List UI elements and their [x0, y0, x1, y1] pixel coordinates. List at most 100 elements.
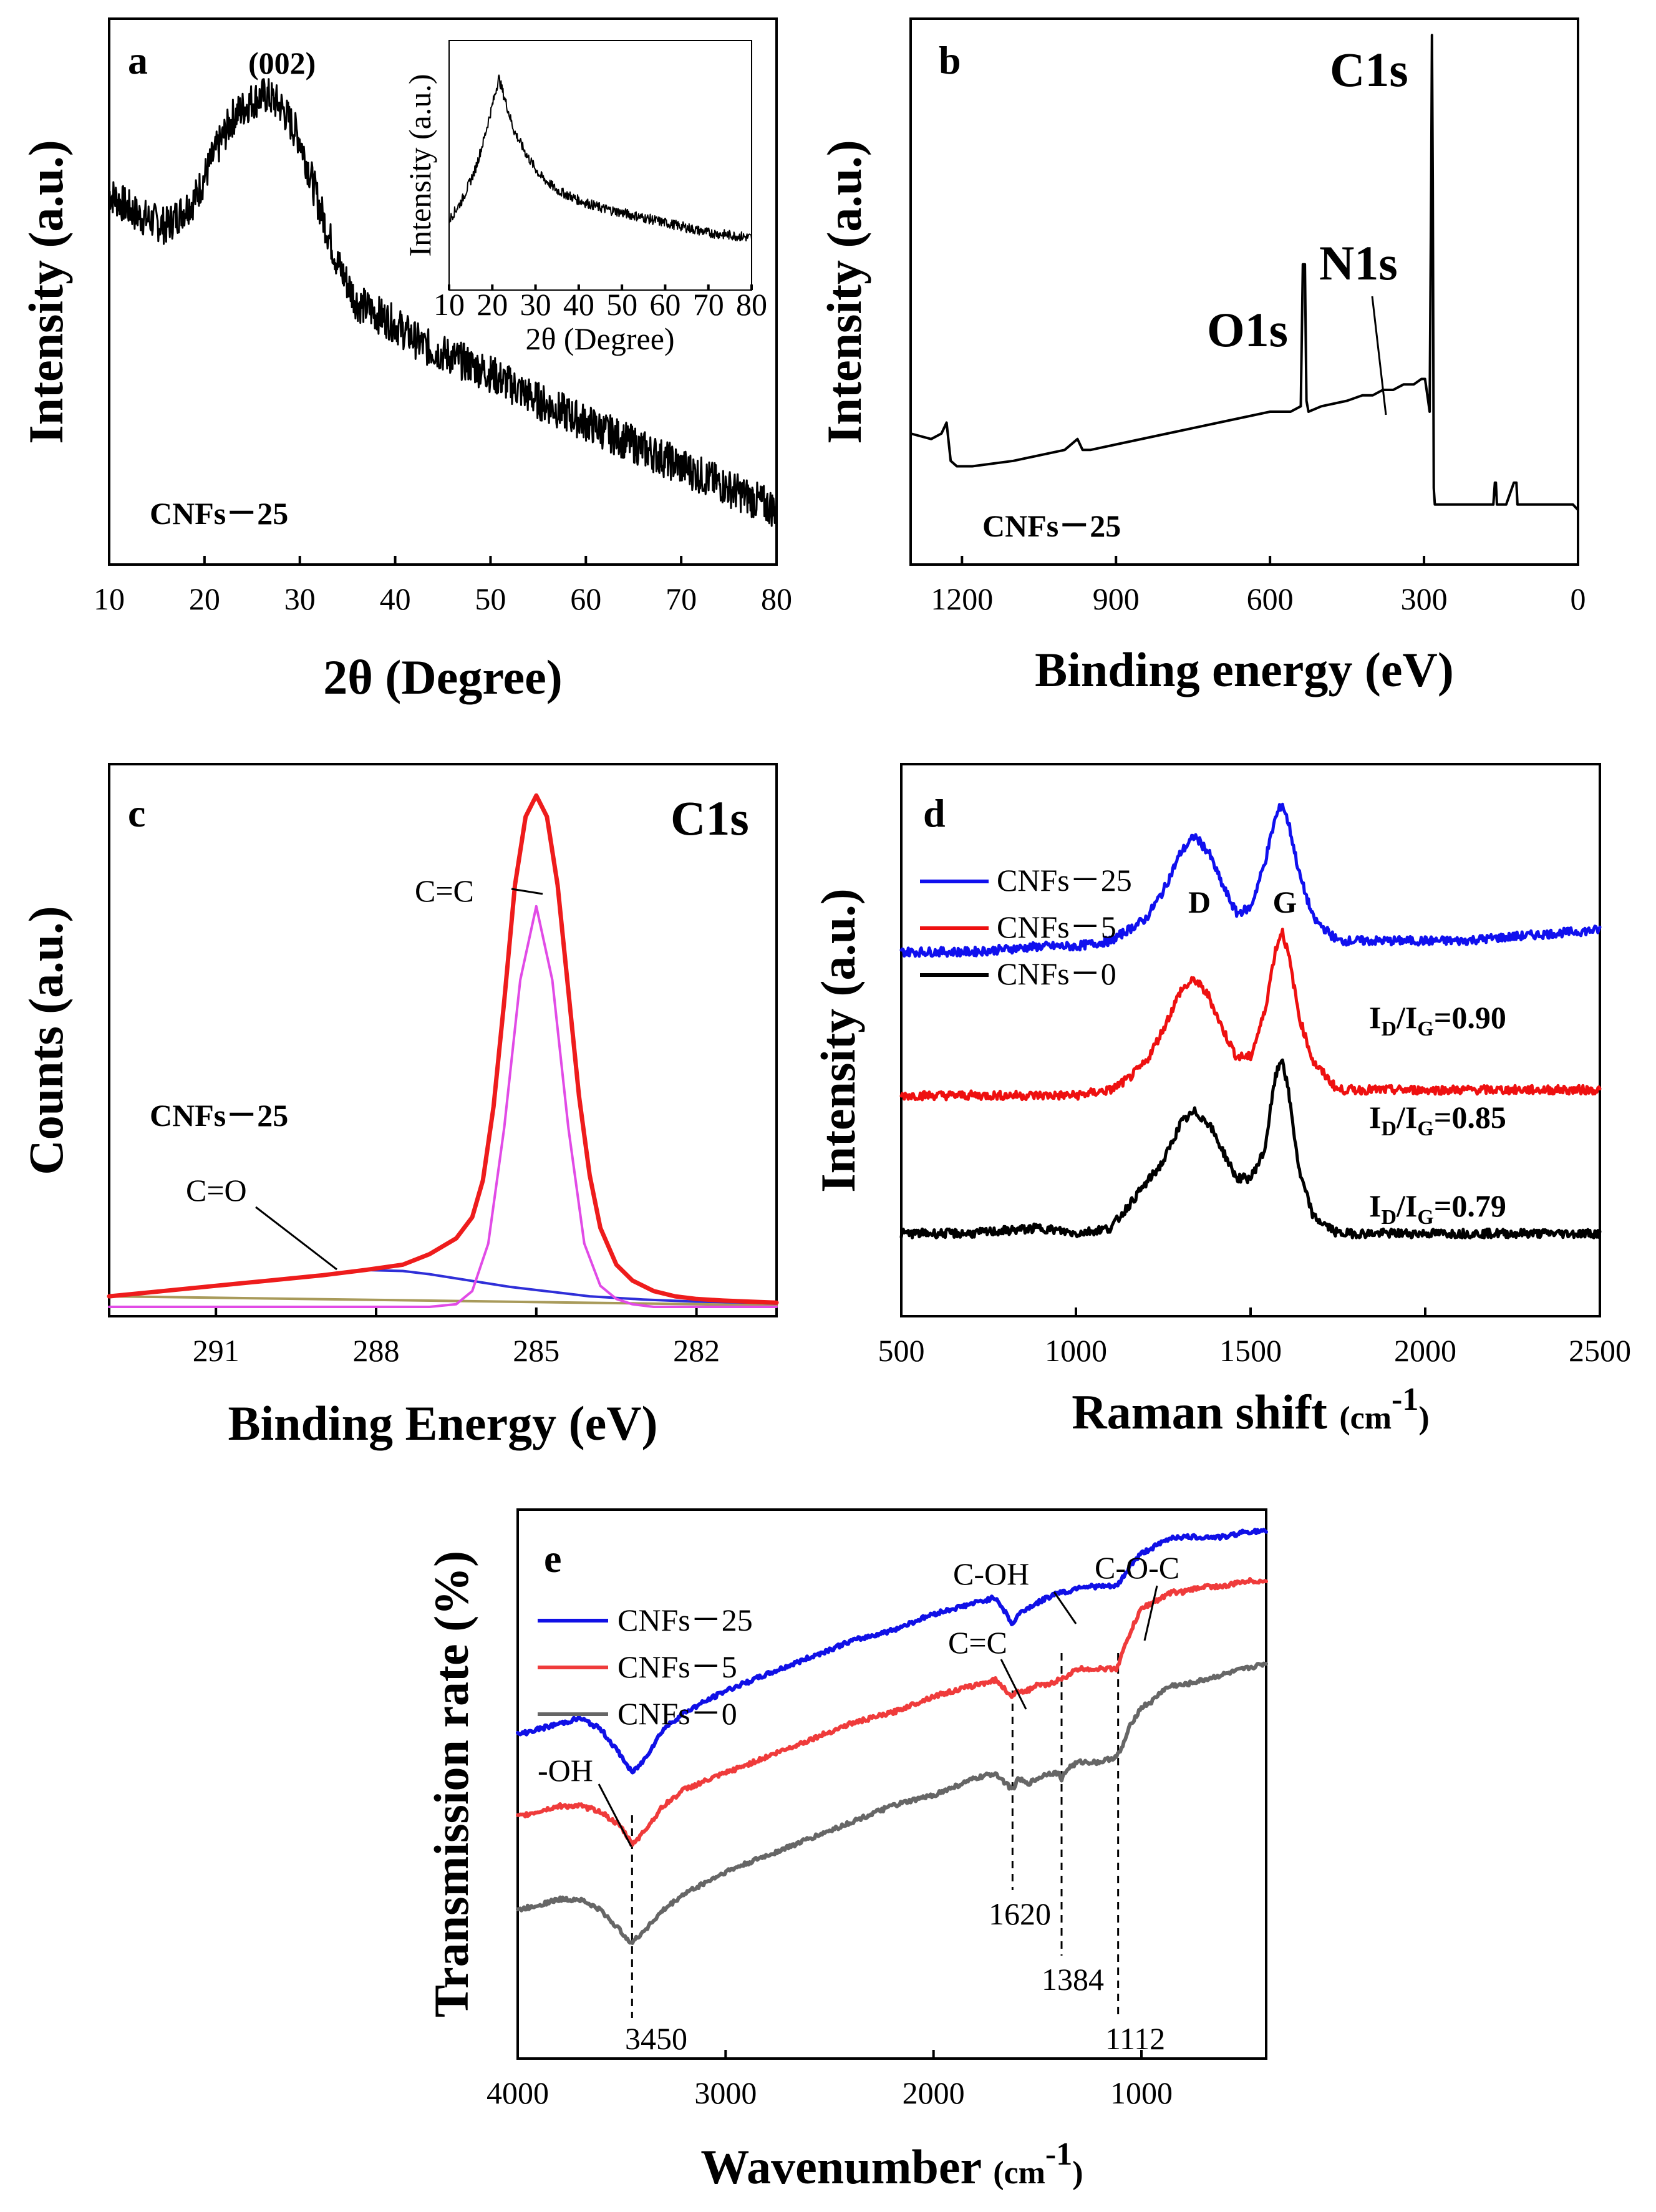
- panel-a-tick-label-80: 80: [761, 581, 792, 616]
- panel-e-tick-label-4000: 4000: [487, 2075, 549, 2110]
- ratio-025-prefix: I: [1369, 1000, 1381, 1035]
- panel-a-tick-label-70: 70: [666, 581, 697, 616]
- panel-a-inset-frame: [448, 40, 752, 291]
- panel-a-x-axis-label: 2θ (Degree): [323, 650, 563, 704]
- panel-c-series-baseline: [108, 1295, 778, 1307]
- panel-a-y-axis-label: Intensity (a.u.): [19, 140, 73, 444]
- panel-b-letter: b: [939, 38, 961, 82]
- panel-d-legend-label-1: CNFs－25: [997, 863, 1132, 898]
- panel-a-series-line: [108, 78, 778, 527]
- panel-a-inset-tick-label-20: 20: [477, 287, 508, 322]
- panel-c-cc-pointer: [511, 888, 543, 895]
- panel-e-cc-pointer: [1000, 1659, 1027, 1710]
- panel-e-x-label-sup: -1: [1045, 2137, 1072, 2172]
- panel-c: 291 288 285 282 c C1s C=C CNFs－25 C=O Bindi…: [19, 763, 779, 1450]
- panel-a-tick-label-30: 30: [284, 581, 316, 616]
- panel-c-y-axis-label: Counts (a.u.): [19, 906, 73, 1175]
- ratio-5-sub2: G: [1417, 1117, 1433, 1140]
- panel-c-series: [107, 793, 779, 1308]
- panel-d-legend-label-3: CNFs－0: [997, 956, 1116, 991]
- panel-e-legend-label-1: CNFs－25: [617, 1603, 753, 1637]
- panel-a-sample-label: CNFs－25: [150, 496, 288, 531]
- panel-d-ratio-0: ID/IG=0.79: [1369, 1188, 1506, 1229]
- panel-d-legend: CNFs－25 CNFs－5 CNFs－0: [920, 863, 1132, 991]
- ratio-0-value: =0.79: [1434, 1188, 1506, 1223]
- panel-a-inset-x-label: 2θ (Degree): [525, 321, 674, 356]
- panel-a-tick-label-10: 10: [94, 581, 125, 616]
- panel-e-series-2: [516, 1577, 1268, 1847]
- panel-e-legend-label-3: CNFs－0: [617, 1696, 737, 1731]
- panel-d-tick-label-2000: 2000: [1394, 1333, 1456, 1368]
- ratio-5-sub1: D: [1381, 1117, 1397, 1140]
- panel-e-oh-pointer: [598, 1783, 632, 1847]
- panel-e-legend: CNFs－25 CNFs－5 CNFs－0: [538, 1603, 753, 1731]
- ratio-025-sub1: D: [1381, 1017, 1397, 1041]
- panel-a-inset-tick-label-80: 80: [736, 287, 767, 322]
- panel-a-tick-label-50: 50: [475, 581, 506, 616]
- panel-c-tick-label-288: 288: [353, 1333, 400, 1368]
- panel-c-series-c-c: [108, 905, 778, 1308]
- panel-c-cc-label: C=C: [415, 873, 474, 908]
- panel-d-x-label-unit: (cm: [1339, 1400, 1392, 1436]
- panel-b-c1s-label: C1s: [1330, 42, 1408, 97]
- panel-a-letter: a: [128, 38, 148, 82]
- panel-b-x-ticks: 1200 900 600 300 0: [931, 556, 1586, 616]
- panel-d-series: [899, 802, 1602, 1239]
- panel-d: 500 1000 1500 2000 2500 d D G CNFs－25 CNFs－5…: [811, 763, 1631, 1439]
- panel-a-tick-label-20: 20: [189, 581, 220, 616]
- panel-b-tick-label-0: 0: [1571, 581, 1586, 616]
- panel-b-tick-label-600: 600: [1247, 581, 1294, 616]
- panel-e-tick-label-1000: 1000: [1110, 2075, 1173, 2110]
- panel-d-legend-label-2: CNFs－5: [997, 910, 1116, 944]
- panel-e-1384-label: 1384: [1042, 1962, 1104, 1997]
- panel-a-inset: 10 20 30 40 50 60 70 80 2θ (Degree) Intensity (…: [402, 40, 767, 356]
- panel-e-series-1: [516, 1528, 1268, 1775]
- panel-e-series: [516, 1528, 1268, 1945]
- panel-c-co-label: C=O: [186, 1173, 247, 1208]
- ratio-0-sub2: G: [1417, 1206, 1433, 1229]
- panel-d-d-band-label: D: [1188, 885, 1211, 919]
- panel-b: 1200 900 600 300 0 b C1s O1s N1s CNFs－25 Bin…: [817, 17, 1586, 697]
- panel-a-inset-tick-label-10: 10: [433, 287, 465, 322]
- panel-a-inset-y-label: Intensity (a.u.): [402, 74, 437, 257]
- panel-e-oh-label: -OH: [538, 1753, 593, 1788]
- panel-b-o1s-label: O1s: [1207, 303, 1288, 357]
- ratio-025-sub2: G: [1417, 1017, 1433, 1041]
- panel-e-x-ticks: 4000 3000 2000 1000: [487, 2050, 1173, 2110]
- panel-d-tick-label-2500: 2500: [1569, 1333, 1631, 1368]
- panel-b-n1s-label: N1s: [1319, 236, 1398, 290]
- panel-a-x-ticks: 10 20 30 40 50 60 70 80: [94, 556, 792, 616]
- panel-d-tick-label-500: 500: [878, 1333, 925, 1368]
- panel-d-x-axis-label: Raman shift (cm-1): [1072, 1382, 1429, 1439]
- panel-e-x-label-close: ): [1072, 2155, 1083, 2191]
- panel-d-x-label-main: Raman shift: [1072, 1385, 1339, 1439]
- panel-e-cc-label: C=C: [948, 1625, 1007, 1660]
- panel-b-tick-label-1200: 1200: [931, 581, 993, 616]
- panel-c-co-pointer: [255, 1206, 337, 1271]
- panel-b-tick-label-900: 900: [1093, 581, 1140, 616]
- panel-e-y-axis-label: Transmission rate (%): [424, 1551, 478, 2017]
- panel-d-ratio-025: ID/IG=0.90: [1369, 1000, 1506, 1041]
- panel-e-coh-label: C-OH: [953, 1556, 1029, 1591]
- panel-d-series-3: [899, 1058, 1602, 1239]
- panel-e-1112-label: 1112: [1105, 2021, 1165, 2056]
- panel-b-x-axis-label: Binding energy (eV): [1035, 643, 1454, 697]
- panel-a-inset-tick-label-40: 40: [563, 287, 594, 322]
- panel-a-inset-tick-label-60: 60: [649, 287, 680, 322]
- panel-c-x-ticks: 291 288 285 282: [193, 1307, 720, 1368]
- ratio-5-mid: /I: [1396, 1100, 1417, 1135]
- panel-d-g-band-label: G: [1273, 885, 1297, 919]
- panel-c-x-axis-label: Binding Energy (eV): [228, 1396, 657, 1450]
- ratio-5-prefix: I: [1369, 1100, 1381, 1135]
- panel-e-series-3: [516, 1661, 1268, 1945]
- panel-e-x-axis-label: Wavenumber (cm-1): [700, 2137, 1083, 2194]
- panel-a-tick-label-40: 40: [380, 581, 411, 616]
- panel-e-frame: [516, 1508, 1267, 2060]
- panel-a-tick-label-60: 60: [570, 581, 601, 616]
- panel-c-series-envelope: [107, 793, 779, 1305]
- panel-e-1620-label: 1620: [989, 1896, 1051, 1931]
- panel-a-inset-tick-label-30: 30: [520, 287, 551, 322]
- panel-e-tick-label-3000: 3000: [694, 2075, 757, 2110]
